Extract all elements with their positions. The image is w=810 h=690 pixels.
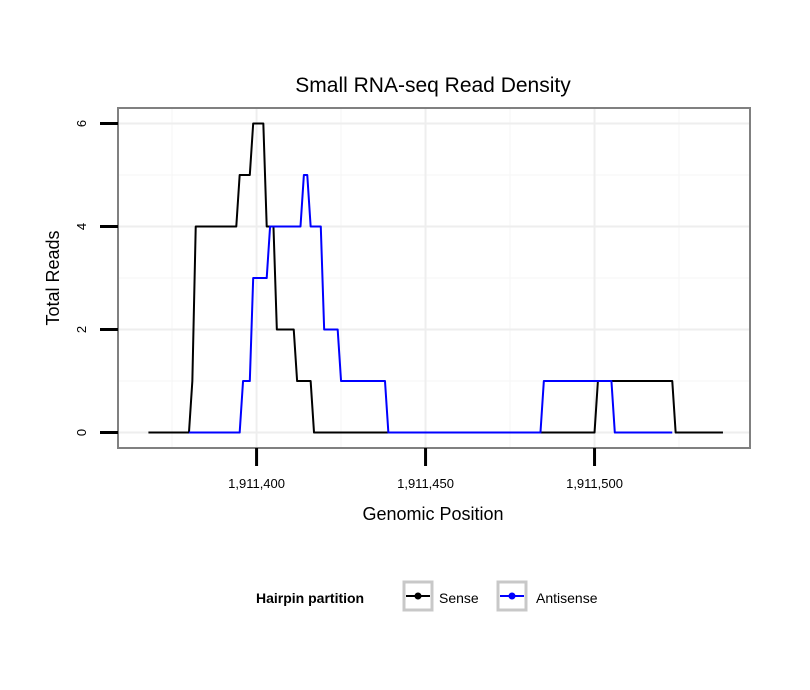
legend-label-sense: Sense [439,590,479,606]
chart-title: Small RNA-seq Read Density [295,74,571,97]
x-tick-label-2: 1,911,500 [566,476,623,491]
x-axis-title: Genomic Position [362,504,503,524]
legend: Hairpin partition Sense Antisense [256,580,598,612]
legend-point-sense [414,592,422,600]
x-axis: 1,911,400 1,911,450 1,911,500 [228,448,623,491]
legend-entry-sense: Sense [402,580,479,612]
legend-label-antisense: Antisense [536,590,598,606]
y-tick-label-2: 4 [74,223,89,230]
grid-minor [118,108,750,448]
y-tick-label-3: 6 [74,120,89,127]
series-layer [148,122,723,434]
y-axis: 0 2 4 6 [74,120,118,436]
series-line-antisense [188,173,673,434]
plot-border [117,107,751,449]
legend-point-antisense [508,592,516,600]
y-tick-label-1: 2 [74,326,89,333]
y-axis-title: Total Reads [43,230,63,325]
legend-title: Hairpin partition [256,590,364,606]
x-tick-label-0: 1,911,400 [228,476,285,491]
legend-entry-antisense: Antisense [496,580,598,612]
x-tick-label-1: 1,911,450 [397,476,454,491]
y-tick-label-0: 0 [74,429,89,436]
